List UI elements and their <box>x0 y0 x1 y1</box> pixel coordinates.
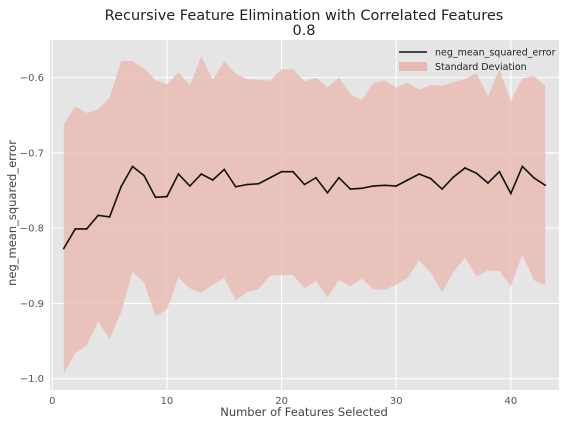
data-point <box>360 187 363 190</box>
y-tick-label: −1.0 <box>20 374 44 385</box>
data-point <box>521 165 524 168</box>
legend-label-neg-mse: neg_mean_squared_error <box>435 48 556 59</box>
data-point <box>188 185 191 187</box>
x-axis-label: Number of Features Selected <box>220 405 388 419</box>
legend: neg_mean_squared_error Standard Deviatio… <box>399 48 556 73</box>
data-point <box>292 170 294 173</box>
data-point <box>177 173 180 175</box>
data-point <box>349 188 352 190</box>
data-point <box>452 176 455 178</box>
data-point <box>143 174 145 177</box>
data-point <box>464 167 466 169</box>
y-axis-label: neg_mean_squared_error <box>5 140 19 286</box>
data-point <box>120 185 122 188</box>
legend-label-std: Standard Deviation <box>435 62 527 73</box>
data-point <box>532 176 535 179</box>
x-tick-label: 0 <box>49 396 55 407</box>
data-point <box>269 176 272 179</box>
data-point <box>441 188 443 190</box>
data-point <box>97 214 100 217</box>
x-tick-label: 20 <box>275 396 288 407</box>
data-point <box>487 182 489 184</box>
data-point <box>315 176 317 179</box>
data-point <box>166 195 168 198</box>
data-point <box>544 184 547 187</box>
tick-labels: 0 10 20 30 40 −1.0 −0.9 −0.8 −0.7 −0.6 <box>20 73 518 407</box>
data-point <box>303 183 306 186</box>
x-tick-label: 30 <box>390 396 403 407</box>
y-tick-label: −0.7 <box>20 148 44 159</box>
legend-band-swatch <box>399 62 427 71</box>
data-point <box>337 176 340 179</box>
data-point <box>62 247 65 250</box>
data-point <box>246 183 249 186</box>
data-point <box>418 173 421 175</box>
data-point <box>108 215 111 218</box>
data-point <box>223 168 226 171</box>
data-point <box>475 172 478 175</box>
chart-subtitle: 0.8 <box>292 23 315 39</box>
data-point <box>131 165 134 168</box>
data-point <box>211 179 214 181</box>
x-tick-label: 40 <box>504 396 517 407</box>
y-tick-label: −0.6 <box>20 73 44 84</box>
data-point <box>200 173 203 175</box>
data-point <box>326 191 329 194</box>
chart-title: Recursive Feature Elimination with Corre… <box>105 8 504 24</box>
data-point <box>85 228 88 230</box>
data-point <box>154 196 157 199</box>
data-point <box>257 182 260 185</box>
x-tick-label: 10 <box>161 396 174 407</box>
data-point <box>509 192 512 195</box>
data-point <box>406 179 409 181</box>
data-point <box>429 177 432 180</box>
data-point <box>280 170 283 173</box>
data-point <box>383 184 386 187</box>
data-point <box>372 185 375 187</box>
data-point <box>74 228 77 230</box>
data-point <box>395 185 398 187</box>
std-band <box>63 56 546 374</box>
data-point <box>234 185 237 188</box>
y-tick-label: −0.8 <box>20 224 44 235</box>
data-point <box>498 170 501 173</box>
series-points <box>62 165 547 250</box>
y-tick-label: −0.9 <box>20 299 44 310</box>
